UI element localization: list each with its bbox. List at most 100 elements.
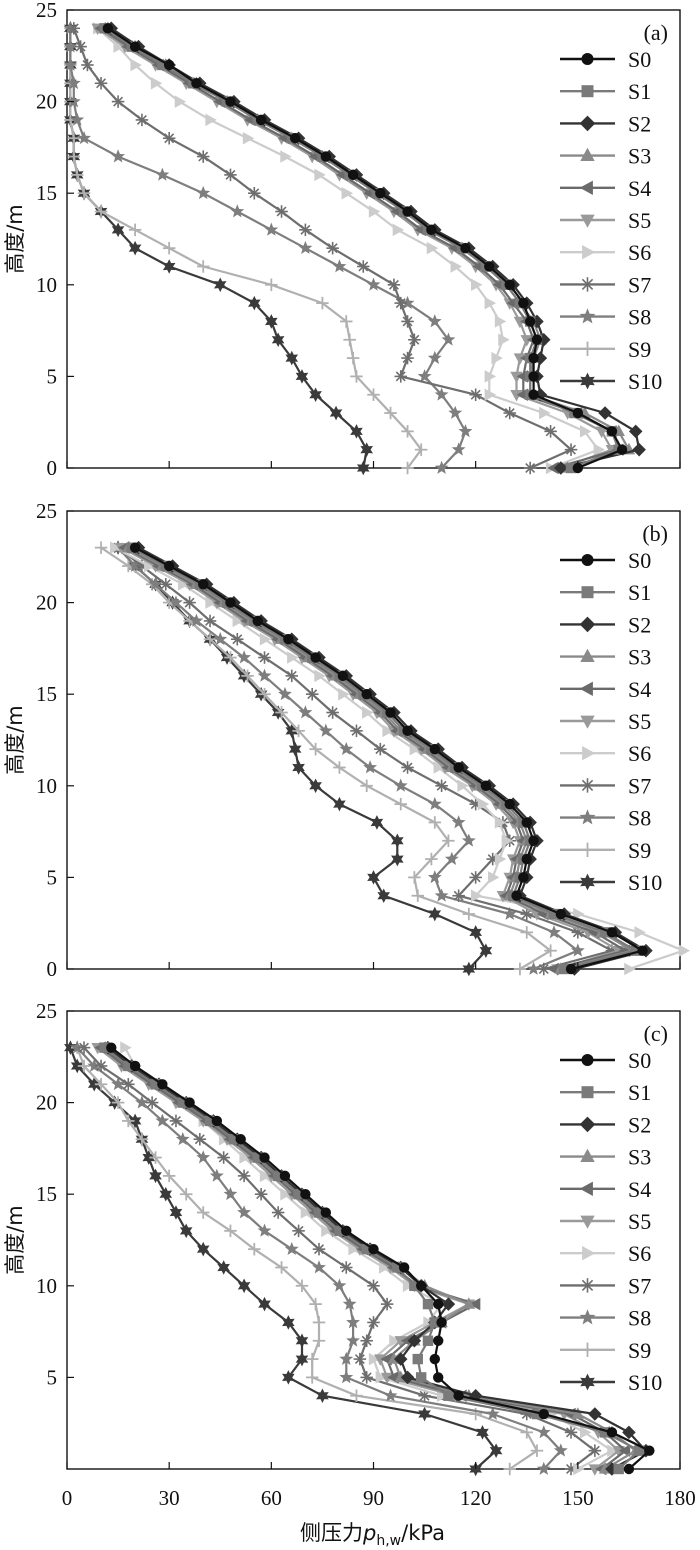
series-line [69, 28, 423, 469]
data-point [579, 1426, 592, 1439]
data-point [451, 815, 466, 829]
series-s9 [70, 1041, 544, 1476]
data-point [368, 205, 381, 218]
data-point [213, 277, 227, 293]
x-tick-label: 60 [261, 1486, 282, 1510]
data-point [292, 1224, 305, 1238]
data-point [237, 1169, 251, 1183]
data-point [573, 1462, 585, 1476]
data-point [595, 426, 608, 439]
data-point [462, 907, 476, 921]
data-point [67, 150, 81, 163]
data-point [554, 461, 568, 475]
data-point [169, 1205, 183, 1220]
data-point [521, 817, 532, 828]
data-point [491, 351, 503, 365]
data-point [169, 595, 183, 609]
data-point [145, 1096, 159, 1109]
data-point [321, 1224, 333, 1238]
data-point [259, 1169, 272, 1183]
data-point [606, 927, 618, 938]
data-point [580, 214, 595, 228]
data-point [624, 962, 636, 976]
data-point [130, 58, 142, 72]
legend-label: S7 [628, 272, 651, 297]
data-point [510, 390, 523, 402]
data-point [350, 424, 363, 439]
legend-item-s9: S9 [560, 1338, 651, 1363]
legend-item-s1: S1 [560, 580, 651, 605]
data-point [469, 871, 482, 884]
data-point [77, 186, 91, 200]
legend-label: S5 [628, 208, 651, 233]
data-point [391, 833, 404, 849]
data-point [498, 333, 510, 346]
data-point [142, 1150, 156, 1165]
data-point [312, 1260, 326, 1274]
data-point [564, 1426, 578, 1439]
series-line [103, 27, 620, 470]
y-tick-label: 5 [47, 364, 58, 388]
legend-label: S2 [628, 1112, 651, 1137]
data-point [441, 332, 456, 346]
data-point [580, 778, 595, 793]
data-point [280, 150, 292, 163]
data-point [109, 541, 122, 554]
data-point [426, 241, 439, 255]
series-layer [94, 540, 691, 977]
data-point [520, 335, 533, 347]
data-point [360, 1334, 373, 1347]
data-point [528, 389, 539, 400]
legend-item-s6: S6 [560, 1241, 651, 1266]
legend-item-s1: S1 [560, 1080, 651, 1105]
data-point [265, 278, 278, 292]
y-tick-label: 15 [36, 682, 57, 706]
legend-item-s3: S3 [560, 144, 651, 169]
data-point [513, 353, 527, 365]
data-point [366, 277, 381, 291]
data-point [531, 334, 543, 345]
data-point [484, 388, 497, 401]
legend-item-s9: S9 [560, 337, 651, 362]
data-point [237, 1278, 251, 1294]
data-point [77, 1059, 91, 1073]
data-point [678, 944, 691, 957]
legend-label: S10 [628, 369, 662, 394]
panel-label: (b) [642, 521, 668, 546]
data-point [258, 651, 271, 664]
data-point [275, 1261, 288, 1274]
data-point [411, 889, 425, 902]
data-point [258, 1296, 271, 1312]
data-point [581, 586, 594, 599]
data-point [370, 815, 384, 830]
data-point [295, 1279, 309, 1293]
data-point [320, 151, 332, 162]
legend-label: S9 [628, 1338, 651, 1363]
series-line [117, 546, 579, 971]
series-line [100, 546, 552, 970]
legend-label: S1 [628, 580, 651, 605]
legend-label: S2 [628, 111, 651, 136]
data-point [305, 1371, 319, 1384]
data-point [135, 1133, 149, 1146]
y-tick-label: 25 [36, 999, 57, 1023]
data-point [255, 114, 267, 126]
legend-item-s4: S4 [560, 176, 651, 201]
data-point [122, 1114, 135, 1128]
legend-label: S6 [628, 741, 651, 766]
data-point [288, 741, 302, 757]
legend-item-s3: S3 [560, 1145, 651, 1170]
y-tick-label: 0 [47, 957, 58, 981]
data-point [469, 388, 482, 401]
data-point [300, 1189, 311, 1200]
data-point [453, 762, 464, 773]
data-point [178, 578, 190, 591]
legend-label: S0 [628, 548, 651, 573]
data-point [63, 39, 78, 53]
data-point [231, 633, 244, 646]
data-point [380, 1372, 394, 1385]
data-point [408, 333, 421, 346]
data-point [374, 742, 387, 756]
data-point [338, 687, 350, 701]
data-point [217, 1151, 230, 1164]
